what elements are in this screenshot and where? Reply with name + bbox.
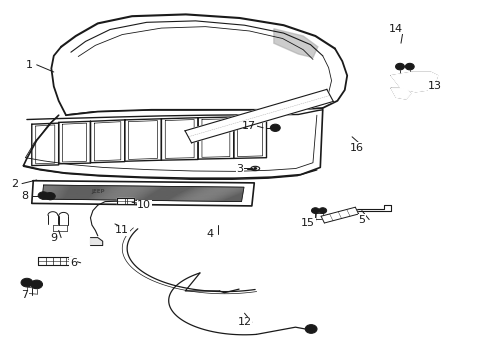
Circle shape bbox=[395, 63, 404, 70]
Circle shape bbox=[45, 193, 55, 200]
Circle shape bbox=[38, 192, 48, 199]
Polygon shape bbox=[184, 89, 333, 143]
Text: 14: 14 bbox=[388, 24, 402, 34]
Text: 4: 4 bbox=[206, 229, 213, 239]
Circle shape bbox=[407, 65, 411, 68]
Text: 1: 1 bbox=[26, 60, 33, 70]
Text: JEEP: JEEP bbox=[91, 189, 104, 194]
Circle shape bbox=[273, 126, 277, 129]
Circle shape bbox=[397, 65, 401, 68]
Circle shape bbox=[318, 208, 326, 213]
Text: 13: 13 bbox=[427, 81, 441, 91]
Text: 7: 7 bbox=[21, 290, 28, 300]
Circle shape bbox=[311, 208, 319, 213]
Text: 9: 9 bbox=[50, 233, 57, 243]
Text: 11: 11 bbox=[115, 225, 129, 235]
Circle shape bbox=[405, 63, 413, 70]
Text: 2: 2 bbox=[11, 179, 18, 189]
Polygon shape bbox=[273, 29, 317, 58]
Polygon shape bbox=[38, 257, 72, 265]
Circle shape bbox=[41, 194, 45, 197]
Circle shape bbox=[305, 325, 316, 333]
Circle shape bbox=[253, 167, 257, 170]
Circle shape bbox=[313, 210, 316, 212]
Polygon shape bbox=[321, 207, 358, 223]
Polygon shape bbox=[390, 88, 410, 99]
Text: 10: 10 bbox=[137, 200, 151, 210]
Polygon shape bbox=[117, 198, 134, 204]
Polygon shape bbox=[356, 205, 390, 211]
Text: 6: 6 bbox=[70, 258, 77, 268]
Text: 17: 17 bbox=[242, 121, 256, 131]
Circle shape bbox=[270, 124, 280, 131]
Circle shape bbox=[21, 278, 33, 287]
Circle shape bbox=[48, 195, 52, 198]
Circle shape bbox=[24, 281, 29, 284]
Text: 8: 8 bbox=[21, 191, 28, 201]
Polygon shape bbox=[390, 72, 437, 92]
Circle shape bbox=[321, 210, 324, 212]
Circle shape bbox=[31, 280, 42, 289]
Text: 16: 16 bbox=[349, 143, 363, 153]
Text: 3: 3 bbox=[236, 164, 243, 174]
Polygon shape bbox=[90, 238, 102, 246]
Text: 12: 12 bbox=[237, 317, 251, 327]
Circle shape bbox=[34, 283, 39, 286]
Text: 5: 5 bbox=[358, 215, 365, 225]
Text: 15: 15 bbox=[301, 218, 314, 228]
